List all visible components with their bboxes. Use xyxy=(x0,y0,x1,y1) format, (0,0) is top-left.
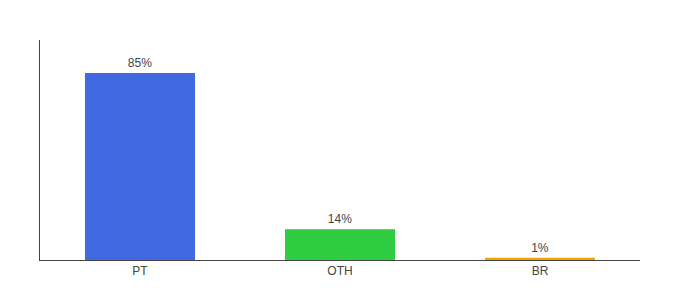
svg-text:1%: 1% xyxy=(531,241,549,255)
svg-text:85%: 85% xyxy=(128,56,152,70)
svg-text:14%: 14% xyxy=(328,212,352,226)
svg-text:PT: PT xyxy=(132,264,148,278)
svg-text:BR: BR xyxy=(532,264,549,278)
svg-text:OTH: OTH xyxy=(327,264,352,278)
